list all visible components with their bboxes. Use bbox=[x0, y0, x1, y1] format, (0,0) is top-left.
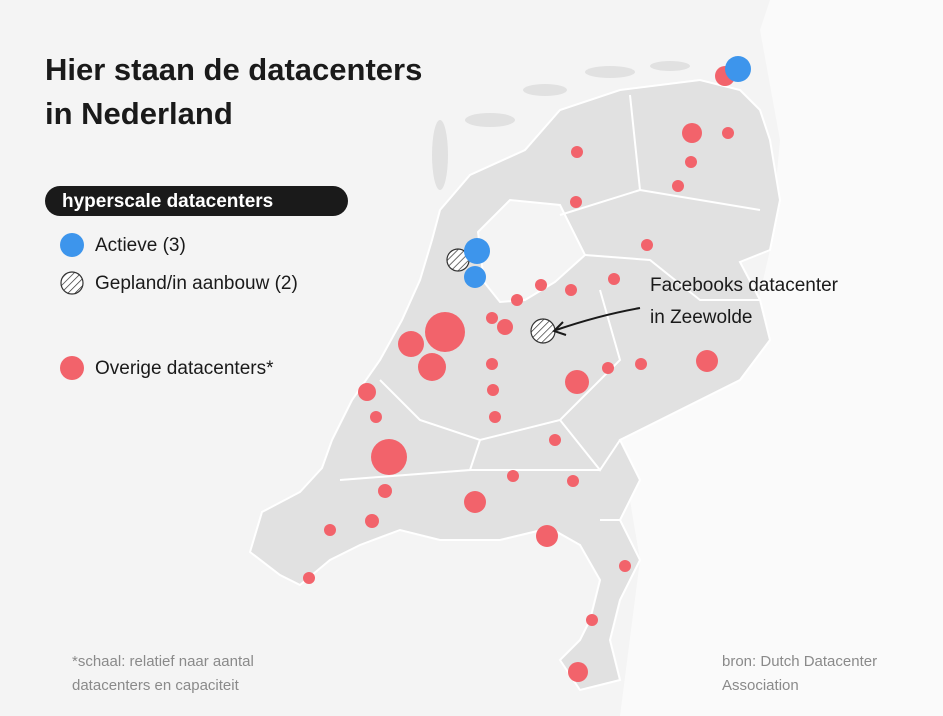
datacenter-dot bbox=[722, 127, 734, 139]
footnote-line: datacenters en capaciteit bbox=[72, 677, 240, 694]
datacenter-dot bbox=[568, 662, 588, 682]
source-line: Association bbox=[722, 677, 799, 694]
footnote-line: *schaal: relatief naar aantal bbox=[72, 653, 254, 670]
datacenter-dot bbox=[725, 56, 751, 82]
datacenter-dot bbox=[418, 353, 446, 381]
datacenter-dot bbox=[685, 156, 697, 168]
datacenter-dot bbox=[565, 284, 577, 296]
title-line: Hier staan de datacenters bbox=[45, 52, 422, 87]
legend-swatch bbox=[60, 356, 84, 380]
datacenter-dot bbox=[536, 525, 558, 547]
island bbox=[523, 84, 567, 96]
annotation-line: in Zeewolde bbox=[650, 307, 752, 328]
arrow-head bbox=[552, 321, 567, 336]
legend-item: Overige datacenters* bbox=[95, 358, 274, 379]
datacenter-dot bbox=[602, 362, 614, 374]
datacenter-dot bbox=[530, 318, 556, 344]
province-borders bbox=[339, 94, 761, 521]
datacenter-dot bbox=[303, 572, 315, 584]
datacenter-dot bbox=[565, 370, 589, 394]
datacenter-dot bbox=[464, 491, 486, 513]
legend-swatch bbox=[60, 233, 84, 257]
datacenter-dot bbox=[358, 383, 376, 401]
datacenter-dot bbox=[324, 524, 336, 536]
island bbox=[585, 66, 635, 78]
datacenter-dot bbox=[641, 239, 653, 251]
source-line: bron: Dutch Datacenter bbox=[722, 653, 877, 670]
datacenter-dot bbox=[464, 238, 490, 264]
island bbox=[432, 120, 448, 190]
germany-land bbox=[620, 0, 943, 716]
datacenter-dot bbox=[486, 358, 498, 370]
datacenter-dot bbox=[365, 514, 379, 528]
datacenter-dot bbox=[370, 411, 382, 423]
title-line: in Nederland bbox=[45, 96, 233, 131]
datacenter-dot bbox=[567, 475, 579, 487]
datacenter-dots bbox=[303, 56, 751, 682]
netherlands-land bbox=[248, 78, 782, 692]
datacenter-dot bbox=[682, 123, 702, 143]
legend-heading-pill bbox=[45, 186, 348, 216]
legend-swatch bbox=[60, 271, 84, 295]
island bbox=[465, 113, 515, 127]
datacenter-dot bbox=[619, 560, 631, 572]
datacenter-dot bbox=[535, 279, 547, 291]
annotation-line: Facebooks datacenter bbox=[650, 275, 839, 296]
datacenter-dot bbox=[586, 614, 598, 626]
datacenter-dot bbox=[378, 484, 392, 498]
datacenter-dot bbox=[696, 350, 718, 372]
island bbox=[650, 61, 690, 71]
datacenter-dot bbox=[570, 196, 582, 208]
annotation-arrow bbox=[555, 307, 641, 331]
datacenter-dot bbox=[672, 180, 684, 192]
datacenter-dot bbox=[635, 358, 647, 370]
ijsselmeer bbox=[476, 198, 587, 304]
datacenter-dot bbox=[371, 439, 407, 475]
legend-heading: hyperscale datacenters bbox=[62, 191, 273, 212]
datacenter-dot bbox=[486, 312, 498, 324]
datacenter-dot bbox=[497, 319, 513, 335]
datacenter-dot bbox=[507, 470, 519, 482]
datacenter-dot bbox=[398, 331, 424, 357]
legend-item: Gepland/in aanbouw (2) bbox=[95, 273, 298, 294]
datacenter-dot bbox=[608, 273, 620, 285]
datacenter-dot bbox=[425, 312, 465, 352]
datacenter-dot bbox=[487, 384, 499, 396]
datacenter-dot bbox=[571, 146, 583, 158]
datacenter-dot bbox=[489, 411, 501, 423]
datacenter-dot bbox=[549, 434, 561, 446]
datacenter-dot bbox=[464, 266, 486, 288]
datacenter-dot bbox=[511, 294, 523, 306]
legend-item: Actieve (3) bbox=[95, 235, 186, 256]
